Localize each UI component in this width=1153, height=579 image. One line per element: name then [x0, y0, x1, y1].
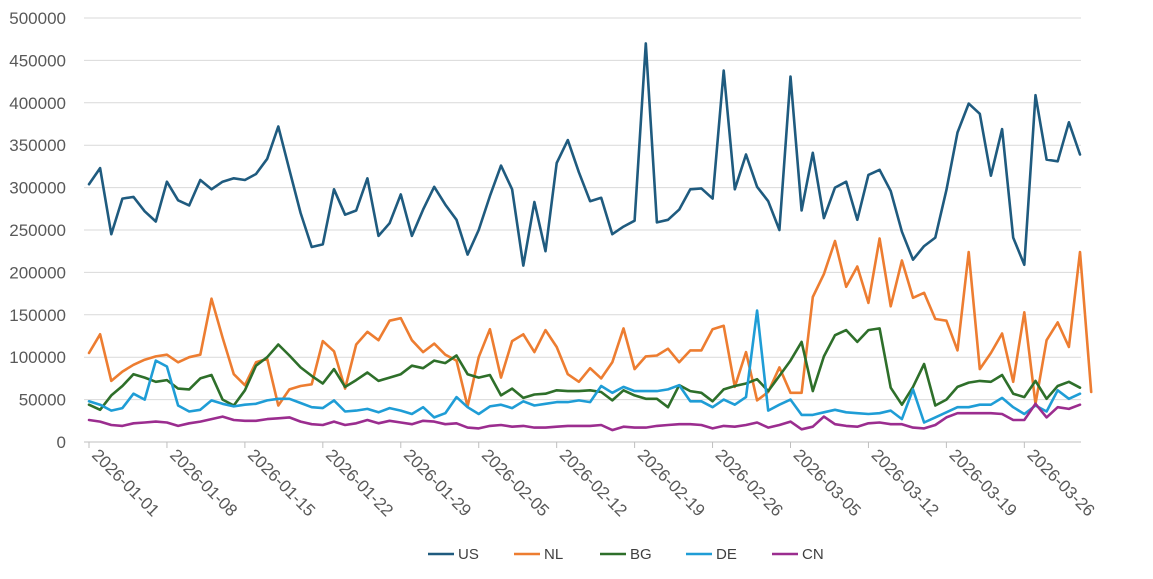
- x-tick-label: 2026-03-26: [1024, 445, 1099, 520]
- x-tick-label: 2026-01-29: [400, 445, 475, 520]
- y-tick-label: 500000: [9, 9, 66, 28]
- gridlines: [84, 17, 1081, 401]
- legend-label: DE: [716, 546, 737, 563]
- x-tick-label: 2026-01-08: [166, 445, 241, 520]
- x-tick-label: 2026-02-19: [634, 445, 709, 520]
- legend-item-nl: NL: [514, 546, 563, 563]
- x-tick-label: 2026-02-12: [556, 445, 631, 520]
- y-tick-label: 150000: [9, 306, 66, 325]
- x-axis: 2026-01-01 2026-01-08 2026-01-15 2026-01-22…: [84, 441, 1099, 520]
- x-tick-label: 2026-01-22: [322, 445, 397, 520]
- legend-label: NL: [544, 546, 563, 563]
- legend-label: US: [458, 546, 479, 563]
- legend-item-de: DE: [686, 546, 737, 563]
- x-tick-label: 2026-02-26: [712, 445, 787, 520]
- x-tick-label: 2026-01-15: [244, 445, 319, 520]
- y-tick-label: 300000: [9, 179, 66, 198]
- y-axis: 0 50000 100000 150000 200000 250000 300000 3500…: [9, 9, 66, 452]
- legend: US NL BG DE CN: [428, 546, 824, 563]
- x-tick-label: 2026-01-01: [88, 445, 163, 520]
- legend-item-cn: CN: [772, 546, 824, 563]
- series-line-cn: [87, 402, 1082, 432]
- series-lines: [87, 42, 1093, 432]
- y-tick-label: 250000: [9, 221, 66, 240]
- y-tick-label: 450000: [9, 51, 66, 70]
- legend-label: BG: [630, 546, 652, 563]
- x-tick-label: 2026-03-12: [868, 445, 943, 520]
- y-tick-label: 200000: [9, 263, 66, 282]
- y-tick-label: 0: [57, 433, 66, 452]
- x-tick-label: 2026-03-19: [946, 445, 1021, 520]
- y-tick-label: 100000: [9, 348, 66, 367]
- series-line-us: [87, 42, 1082, 267]
- y-tick-label: 350000: [9, 136, 66, 155]
- legend-item-us: US: [428, 546, 479, 563]
- legend-item-bg: BG: [600, 546, 652, 563]
- x-tick-label: 2026-02-05: [478, 445, 553, 520]
- series-line-bg: [87, 327, 1082, 412]
- y-tick-label: 50000: [19, 391, 66, 410]
- y-tick-label: 400000: [9, 94, 66, 113]
- legend-label: CN: [802, 546, 824, 563]
- series-line-de: [87, 309, 1082, 424]
- x-tick-label: 2026-03-05: [790, 445, 865, 520]
- series-line-nl: [87, 237, 1093, 408]
